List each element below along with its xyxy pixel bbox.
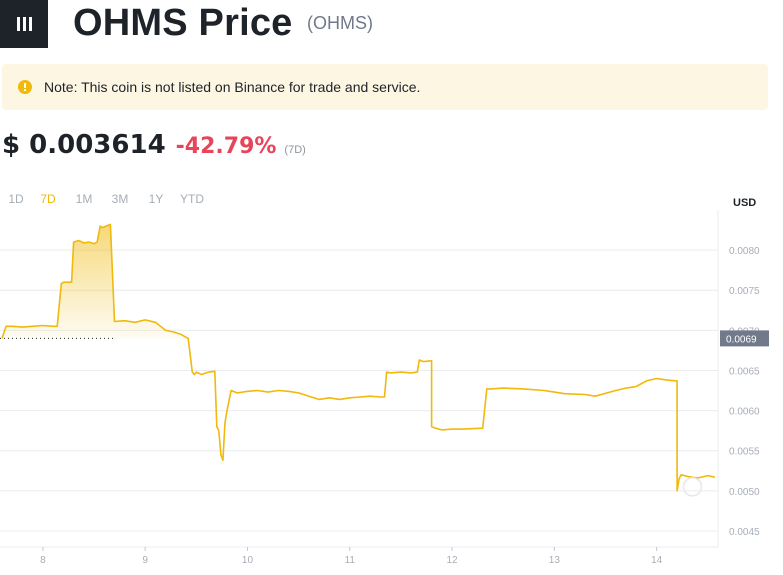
x-tick-label: 8 bbox=[40, 555, 46, 566]
range-1y[interactable]: 1Y bbox=[148, 192, 164, 206]
time-range-selector: 1D 7D 1M 3M 1Y YTD bbox=[2, 192, 210, 206]
current-value-label: 0.0069 bbox=[726, 334, 757, 345]
watermark-icon bbox=[682, 477, 703, 497]
area-fill bbox=[2, 224, 189, 339]
price-series-line bbox=[1, 223, 716, 492]
y-tick-label: 0.0055 bbox=[729, 447, 760, 458]
price-row: $ 0.003614 -42.79% (7D) bbox=[2, 130, 306, 160]
range-ytd[interactable]: YTD bbox=[180, 192, 204, 206]
current-price: $ 0.003614 bbox=[2, 130, 166, 160]
x-tick-label: 10 bbox=[242, 555, 254, 566]
current-value-badge bbox=[720, 330, 769, 347]
x-tick-label: 9 bbox=[142, 555, 148, 566]
price-change: -42.79% bbox=[175, 134, 277, 159]
notice-text: Note: This coin is not listed on Binance… bbox=[44, 79, 421, 95]
price-chart: 0.00800.00750.00700.00650.00600.00550.00… bbox=[0, 210, 769, 566]
x-tick-label: 11 bbox=[345, 555, 356, 566]
range-3m[interactable]: 3M bbox=[111, 192, 129, 206]
ticker-symbol: (OHMS) bbox=[307, 13, 373, 33]
x-tick-label: 12 bbox=[446, 555, 458, 566]
currency-label: USD bbox=[733, 197, 757, 209]
notice-banner: Note: This coin is not listed on Binance… bbox=[2, 64, 768, 110]
x-tick-label: 14 bbox=[651, 555, 663, 566]
y-tick-label: 0.0060 bbox=[729, 407, 760, 418]
page-title: OHMS Price bbox=[73, 2, 293, 44]
binance-logo bbox=[0, 0, 48, 48]
range-1m[interactable]: 1M bbox=[75, 192, 93, 206]
y-tick-label: 0.0080 bbox=[729, 246, 760, 257]
y-tick-label: 0.0075 bbox=[729, 286, 760, 297]
warning-icon bbox=[18, 80, 32, 94]
y-tick-label: 0.0065 bbox=[729, 366, 760, 377]
range-1d[interactable]: 1D bbox=[8, 192, 24, 206]
range-7d[interactable]: 7D bbox=[40, 192, 56, 206]
change-period: (7D) bbox=[284, 144, 306, 156]
y-tick-label: 0.0045 bbox=[729, 527, 760, 538]
x-tick-label: 13 bbox=[549, 555, 561, 566]
y-tick-label: 0.0050 bbox=[729, 487, 760, 498]
